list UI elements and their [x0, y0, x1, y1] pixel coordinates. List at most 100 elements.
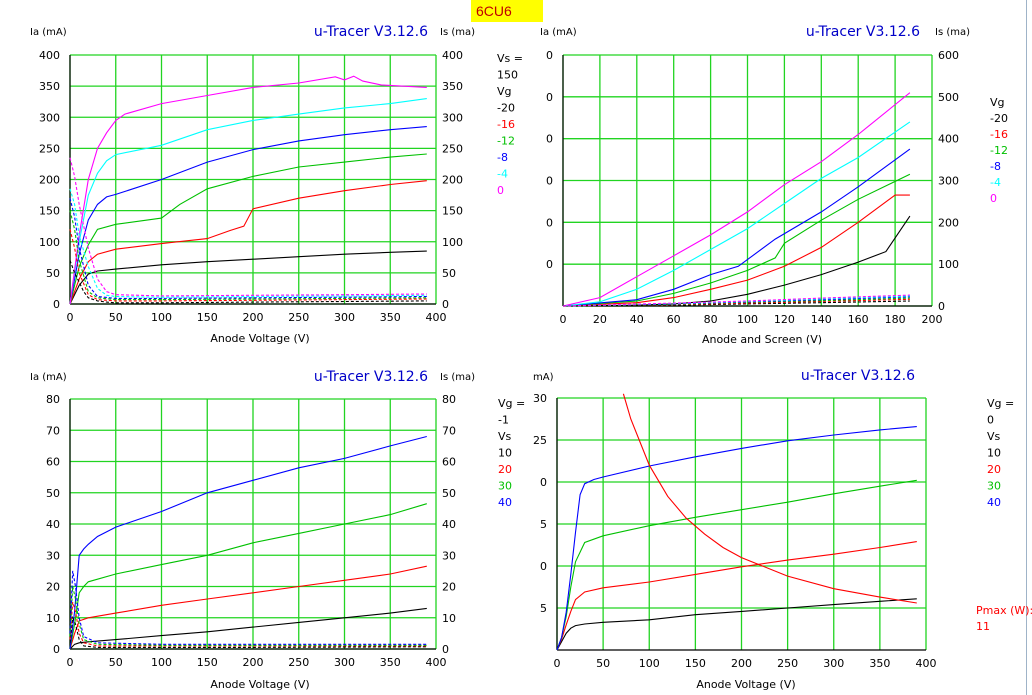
anode-current-curve — [69, 565, 427, 650]
x-tick-label: 250 — [288, 656, 309, 669]
screen-current-curve — [562, 294, 910, 307]
x-tick-label: 200 — [922, 313, 943, 326]
y-tick-label: 100 — [39, 236, 60, 249]
chart-4: 0 50 100 150 200 250 300 350 40050502530u-Tracer… — [533, 368, 1032, 691]
y-axis-label: Ia (mA) — [30, 372, 67, 383]
x-tick-label: 400 — [916, 657, 937, 670]
y-tick-label: 60 — [46, 456, 60, 469]
legend-entry: -8 — [990, 160, 1001, 173]
y-tick-label: 350 — [39, 80, 60, 93]
legend-entry: Vg = — [498, 397, 525, 410]
y-tick-label: 0 — [540, 476, 547, 489]
x-tick-label: 50 — [109, 311, 123, 324]
y-tick-label: 30 — [46, 549, 60, 562]
x-tick-label: 180 — [885, 313, 906, 326]
y2-tick-label: 50 — [442, 487, 456, 500]
legend-entry: 0 — [497, 184, 504, 197]
anode-current-curve — [69, 503, 427, 650]
screen-current-curve — [69, 210, 427, 301]
y2-tick-label: 100 — [442, 236, 463, 249]
y-tick-label: 250 — [39, 142, 60, 155]
legend-entry: -4 — [497, 168, 508, 181]
y2-tick-label: 250 — [442, 142, 463, 155]
y-tick-label: 0 — [546, 91, 553, 104]
screen-current-curve — [69, 615, 427, 648]
legend-entry: 150 — [497, 69, 518, 82]
y-tick-label: 300 — [39, 111, 60, 124]
y2-tick-label: 350 — [442, 80, 463, 93]
y2-tick-label: 80 — [442, 393, 456, 406]
screen-current-curve — [69, 570, 427, 645]
y-tick-label: 50 — [46, 487, 60, 500]
x-tick-label: 100 — [151, 656, 172, 669]
x-tick-label: 100 — [639, 657, 660, 670]
pmax-note: Pmax (W): — [976, 604, 1032, 617]
y2-tick-label: 60 — [442, 456, 456, 469]
y-tick-label: 70 — [46, 424, 60, 437]
anode-current-curve — [562, 92, 911, 307]
y2-axis-label: Is (ma) — [440, 372, 475, 383]
y2-tick-label: 500 — [938, 91, 959, 104]
x-tick-label: 0 — [67, 656, 74, 669]
anode-current-curve — [622, 393, 917, 604]
anode-current-curve — [69, 250, 427, 305]
anode-current-curve — [556, 426, 917, 651]
legend-entry: -4 — [990, 176, 1001, 189]
legend-entry: 40 — [987, 496, 1001, 509]
legend-entry: -8 — [497, 151, 508, 164]
legend-entry: Vg — [497, 85, 512, 98]
legend-entry: -12 — [990, 144, 1008, 157]
y-tick-label: 0 — [53, 298, 60, 311]
anode-current-curve — [562, 148, 911, 307]
y-tick-label: 10 — [46, 612, 60, 625]
legend-entry: -16 — [497, 118, 515, 131]
anode-current-curve — [69, 435, 427, 650]
y-tick-label: 0 — [540, 560, 547, 573]
legend-entry: 0 — [987, 414, 994, 427]
legend-entry: 40 — [498, 496, 512, 509]
window-edge — [1026, 0, 1027, 695]
chart-title: u-Tracer V3.12.6 — [314, 369, 428, 385]
x-tick-label: 300 — [334, 311, 355, 324]
tube-label: 6CU6 — [471, 0, 543, 22]
x-tick-label: 200 — [243, 311, 264, 324]
x-tick-label: 160 — [848, 313, 869, 326]
chart-title: u-Tracer V3.12.6 — [801, 368, 915, 384]
legend-entry: Vg — [990, 96, 1005, 109]
x-tick-label: 0 — [67, 311, 74, 324]
y2-tick-label: 0 — [938, 300, 945, 313]
x-tick-label: 60 — [667, 313, 681, 326]
legend-entry: 10 — [987, 447, 1001, 460]
anode-current-curve — [69, 126, 427, 305]
x-tick-label: 100 — [737, 313, 758, 326]
y2-tick-label: 100 — [938, 258, 959, 271]
y-tick-label: 5 — [540, 602, 547, 615]
screen-current-curve — [562, 298, 910, 307]
legend-entry: 30 — [987, 480, 1001, 493]
y-tick-label: 200 — [39, 174, 60, 187]
y2-tick-label: 10 — [442, 612, 456, 625]
x-tick-label: 300 — [823, 657, 844, 670]
y2-tick-label: 50 — [442, 267, 456, 280]
legend-entry: -20 — [497, 102, 515, 115]
y-axis-label: Ia (mA) — [540, 27, 577, 38]
screen-current-curve — [69, 586, 427, 646]
screen-current-curve — [69, 229, 427, 302]
x-tick-label: 0 — [554, 657, 561, 670]
y-tick-label: 0 — [546, 133, 553, 146]
x-tick-label: 20 — [593, 313, 607, 326]
x-tick-label: 120 — [774, 313, 795, 326]
y2-tick-label: 400 — [938, 133, 959, 146]
legend-entry: -12 — [497, 135, 515, 148]
legend-entry: 10 — [498, 447, 512, 460]
legend-entry: -16 — [990, 128, 1008, 141]
anode-current-curve — [556, 541, 917, 651]
pmax-note: 11 — [976, 620, 990, 633]
x-tick-label: 300 — [334, 656, 355, 669]
anode-current-curve — [562, 121, 911, 307]
y2-axis-label: Is (ma) — [440, 27, 475, 38]
y-axis-label: mA) — [533, 372, 554, 383]
screen-current-curve — [562, 296, 910, 307]
